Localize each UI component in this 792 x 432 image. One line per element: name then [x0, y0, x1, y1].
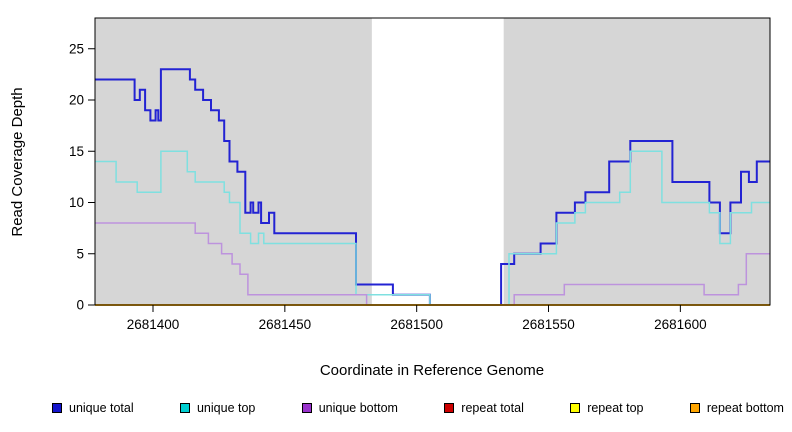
legend-item-unique-top: unique top: [179, 401, 256, 415]
y-tick-label: 10: [69, 195, 84, 210]
legend-label: repeat bottom: [706, 401, 784, 415]
legend-swatch-icon: [301, 403, 312, 413]
legend-item-unique-total: unique total: [52, 401, 134, 415]
legend-label: repeat total: [461, 401, 524, 415]
plot-layers: 2681400 2681450 2681500 2681550 2681600 0 5 10 1…: [69, 17, 771, 332]
highlight-region: [371, 18, 504, 305]
legend-swatch-icon: [444, 403, 455, 413]
x-tick-label: 2681450: [259, 317, 312, 332]
x-tick-label: 2681400: [127, 317, 180, 332]
legend-item-repeat-total: repeat total: [444, 401, 524, 415]
legend-item-repeat-bottom: repeat bottom: [689, 401, 784, 415]
legend-swatch-icon: [570, 403, 581, 413]
legend-label: unique top: [196, 401, 256, 415]
x-tick-label: 2681500: [390, 317, 443, 332]
legend-swatch-icon: [689, 403, 700, 413]
chart-legend: unique total unique top unique bottom repea…: [52, 401, 784, 415]
legend-swatch-icon: [52, 403, 62, 413]
legend-swatch-icon: [179, 403, 190, 413]
legend-label: repeat top: [587, 401, 644, 415]
y-tick-label: 0: [76, 298, 84, 313]
series-line-unique-total: [95, 68, 770, 306]
series-line-unique-top: [95, 150, 770, 306]
series-line-unique-bottom: [95, 222, 770, 306]
x-tick-label: 2681600: [654, 317, 707, 332]
y-tick-label: 20: [69, 93, 84, 108]
x-axis-label: Coordinate in Reference Genome: [320, 362, 544, 379]
y-tick-label: 5: [76, 246, 84, 261]
x-tick-label: 2681550: [522, 317, 575, 332]
legend-label: unique total: [69, 401, 134, 415]
y-tick-label: 25: [69, 41, 84, 56]
legend-label: unique bottom: [318, 401, 398, 415]
coverage-plot: 2681400 2681450 2681500 2681550 2681600 0 5 10 1…: [9, 17, 771, 379]
legend-item-repeat-top: repeat top: [570, 401, 643, 415]
plot-border: [94, 17, 771, 306]
legend-item-unique-bottom: unique bottom: [301, 401, 398, 415]
y-axis-label: Read Coverage Depth: [9, 87, 26, 236]
y-tick-label: 15: [69, 144, 84, 159]
